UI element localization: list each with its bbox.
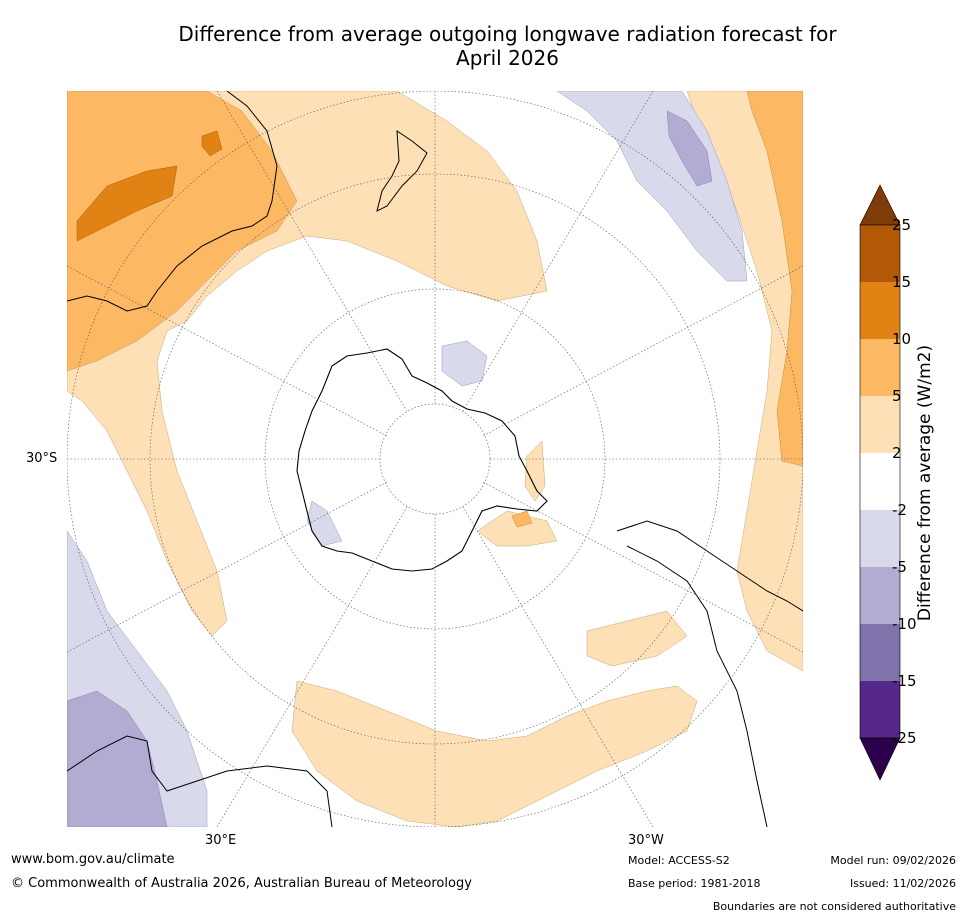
title-line-1: Difference from average outgoing longwav… [178, 22, 837, 46]
title-line-2: April 2026 [456, 46, 559, 70]
colorbar-tick-10: 10 [892, 330, 911, 348]
lon-label-30e: 30°E [205, 833, 237, 848]
colorbar-band-m5-m10 [860, 567, 900, 624]
lon-label-30w: 30°W [628, 833, 664, 848]
colorbar-band-m2-m5 [860, 510, 900, 567]
colorbar: 25 15 10 5 2 -2 -5 -10 -15 -25 [850, 180, 965, 785]
colorbar-tick-5: 5 [892, 387, 902, 405]
south-america-coastline [616, 520, 803, 612]
colorbar-band-15-25 [860, 225, 900, 282]
footer-disclaimer: Boundaries are not considered authoritat… [712, 900, 956, 913]
anomaly-region-pacific [291, 680, 698, 827]
antarctica-coastline [296, 348, 548, 572]
colorbar-tick-m5: -5 [892, 558, 907, 576]
colorbar-band-neutral [860, 453, 900, 510]
footer-url[interactable]: www.bom.gov.au/climate [11, 852, 175, 867]
colorbar-band-m10-m15 [860, 624, 900, 681]
australia-coastline [67, 91, 278, 312]
colorbar-tick-m25: -25 [892, 729, 917, 747]
lat-label-30s: 30°S [26, 451, 58, 466]
footer-model-run: Model run: 09/02/2026 [830, 854, 956, 867]
colorbar-band-5-10 [860, 339, 900, 396]
colorbar-graphic: 25 15 10 5 2 -2 -5 -10 -15 -25 [859, 184, 917, 781]
colorbar-band-m15-m25 [860, 681, 900, 738]
anomaly-region-indian-ocean [67, 91, 548, 637]
footer-issued: Issued: 11/02/2026 [849, 877, 956, 890]
colorbar-tick-15: 15 [892, 273, 911, 291]
new-zealand-coastline [376, 130, 428, 212]
colorbar-title: Difference from average (W/m2) [915, 344, 935, 622]
colorbar-tick-m10: -10 [892, 615, 917, 633]
footer-model: Model: ACCESS-S2 [628, 854, 730, 867]
anomaly-region-negative-topright [556, 91, 748, 282]
colorbar-tick-m15: -15 [892, 672, 917, 690]
anomaly-region-australia-core [76, 165, 178, 242]
colorbar-band-10-15 [860, 282, 900, 339]
map-title: Difference from average outgoing longwav… [120, 22, 895, 70]
footer-copyright: © Commonwealth of Australia 2026, Austra… [11, 876, 472, 891]
africa-coastline [67, 735, 333, 827]
colorbar-tick-25: 25 [892, 216, 911, 234]
colorbar-tick-2: 2 [892, 444, 902, 462]
colorbar-tick-m2: -2 [892, 501, 907, 519]
footer-base-period: Base period: 1981-2018 [628, 877, 761, 890]
graticule [67, 91, 803, 827]
polar-map [67, 91, 803, 827]
colorbar-band-2-5 [860, 396, 900, 453]
